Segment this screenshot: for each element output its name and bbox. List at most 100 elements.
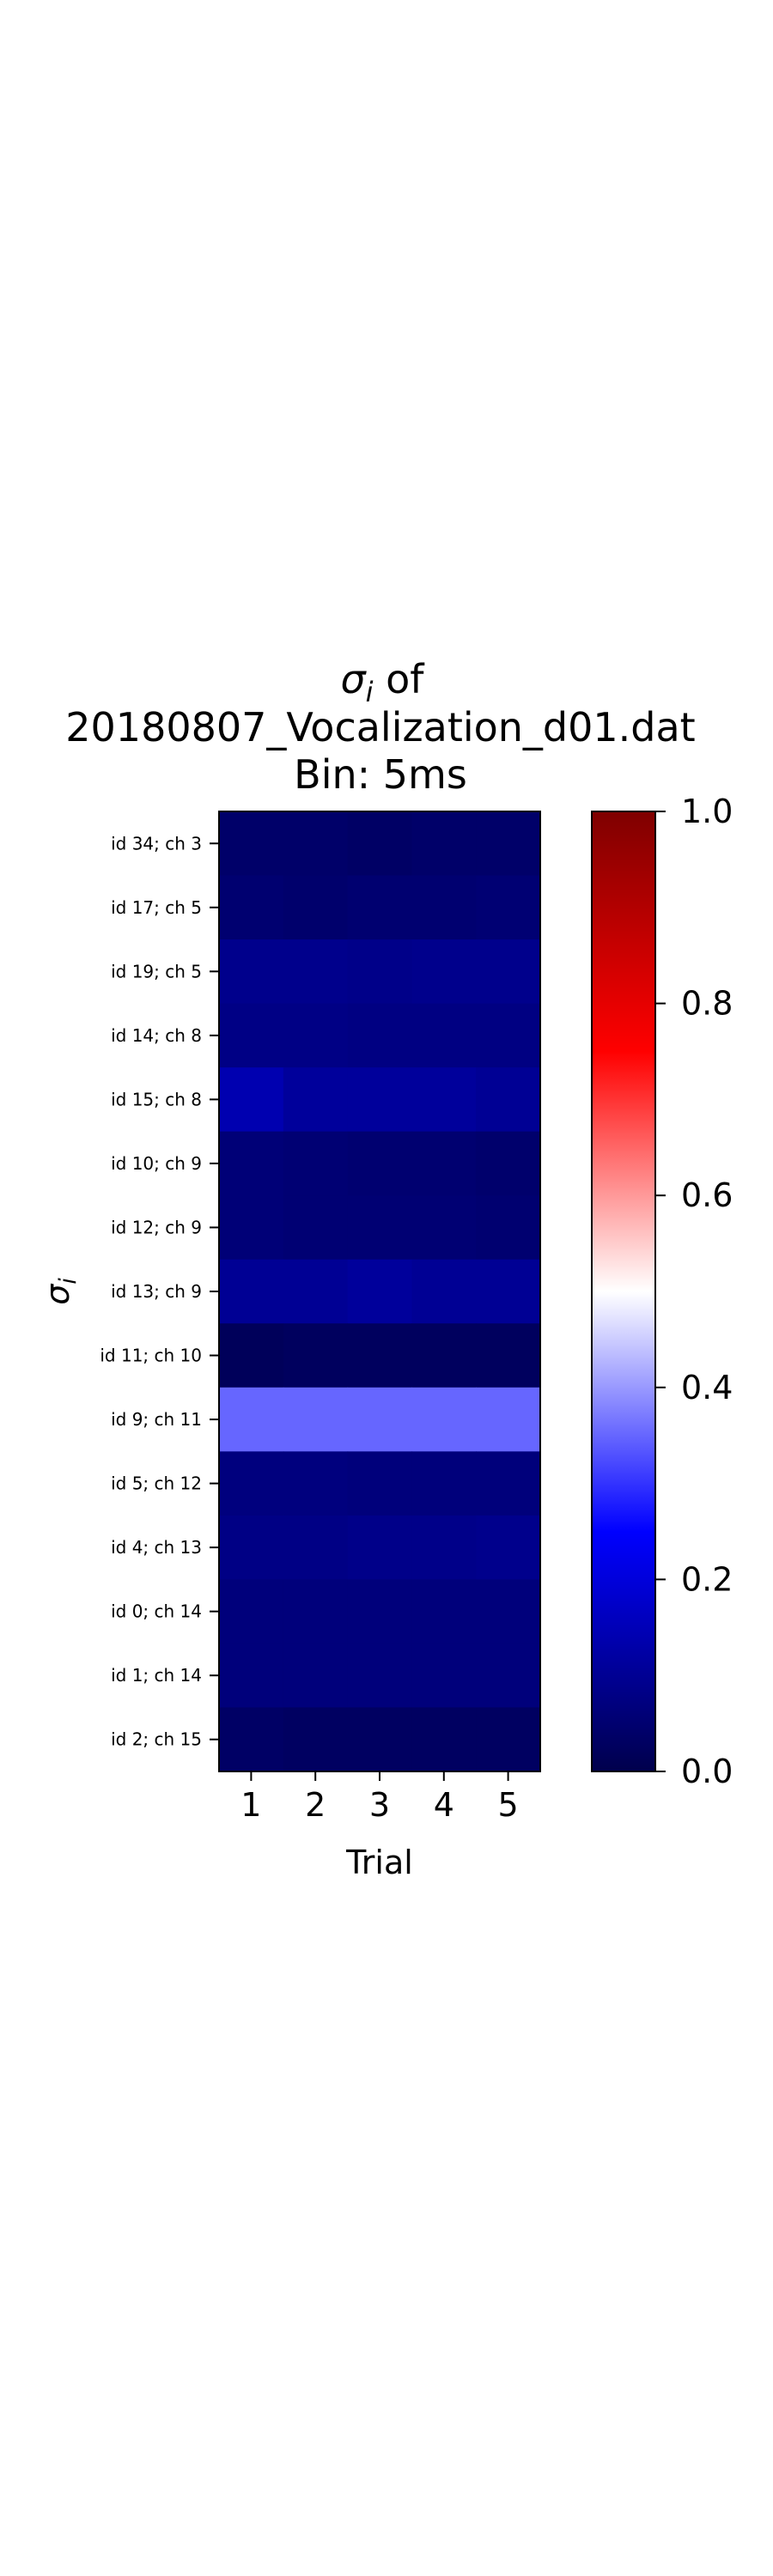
heatmap-cell bbox=[411, 1131, 477, 1196]
y-tick-label: id 15; ch 8 bbox=[111, 1089, 202, 1109]
y-tick-label: id 2; ch 15 bbox=[111, 1729, 202, 1750]
heatmap-cell bbox=[219, 1643, 284, 1709]
x-tick-label: 1 bbox=[240, 1786, 261, 1824]
y-tick-label: id 11; ch 10 bbox=[100, 1346, 202, 1366]
heatmap-cell bbox=[476, 1067, 541, 1133]
x-tick-label: 2 bbox=[305, 1786, 326, 1824]
colorbar bbox=[591, 811, 656, 1772]
x-tick-labels: 1 2 3 4 5 bbox=[240, 1786, 518, 1824]
heatmap-cell bbox=[476, 1707, 541, 1772]
heatmap-cell bbox=[411, 1323, 477, 1388]
heatmap-cell bbox=[411, 1259, 477, 1324]
heatmap-cell bbox=[411, 1195, 477, 1261]
heatmap-cell bbox=[476, 1643, 541, 1709]
heatmap-cell bbox=[219, 1387, 284, 1452]
heatmap-cell bbox=[219, 1195, 284, 1261]
heatmap-cell bbox=[283, 1195, 349, 1261]
heatmap-cell bbox=[219, 811, 284, 877]
chart-title-line3: Bin: 5ms bbox=[294, 751, 467, 798]
heatmap-cell bbox=[347, 1259, 412, 1324]
heatmap-cell bbox=[411, 1067, 477, 1133]
heatmap-cell bbox=[219, 1003, 284, 1068]
heatmap-cell bbox=[411, 1451, 477, 1516]
heatmap-cell bbox=[283, 1067, 349, 1133]
heatmap-cell bbox=[476, 875, 541, 940]
heatmap-cell bbox=[219, 1259, 284, 1324]
ylabel-sub: i bbox=[55, 1278, 82, 1285]
heatmap-cell bbox=[219, 1451, 284, 1516]
colorbar-tick-label: 0.0 bbox=[681, 1753, 733, 1790]
heatmap-cell bbox=[476, 1003, 541, 1068]
heatmap-cell bbox=[476, 1259, 541, 1324]
x-tick-label: 3 bbox=[369, 1786, 390, 1824]
heatmap-cell bbox=[411, 1707, 477, 1772]
heatmap-cell bbox=[219, 1323, 284, 1388]
heatmap-cell bbox=[347, 1003, 412, 1068]
heatmap-cell bbox=[476, 1515, 541, 1580]
ylabel-sigma: σ bbox=[39, 1283, 76, 1305]
heatmap-cell bbox=[347, 1579, 412, 1644]
heatmap-cell bbox=[476, 811, 541, 877]
heatmap-cell bbox=[347, 875, 412, 940]
colorbar-tick-labels: 0.0 0.2 0.4 0.6 0.8 1.0 bbox=[681, 793, 733, 1790]
heatmap-cell bbox=[283, 939, 349, 1005]
y-tick-label: id 0; ch 14 bbox=[111, 1601, 202, 1622]
heatmap-cell bbox=[411, 1643, 477, 1709]
heatmap-cell bbox=[347, 1067, 412, 1133]
heatmap-cell bbox=[219, 1067, 284, 1133]
heatmap-cell bbox=[219, 939, 284, 1005]
heatmap-cells bbox=[219, 811, 541, 1772]
heatmap-cell bbox=[283, 1643, 349, 1709]
heatmap-cell bbox=[347, 1195, 412, 1261]
heatmap-cell bbox=[411, 939, 477, 1005]
y-tick-label: id 13; ch 9 bbox=[111, 1281, 202, 1302]
heatmap-cell bbox=[476, 1323, 541, 1388]
colorbar-tick-label: 0.6 bbox=[681, 1176, 733, 1214]
heatmap-cell bbox=[219, 1579, 284, 1644]
colorbar-tick-marks bbox=[655, 811, 666, 1772]
title-of: of bbox=[374, 656, 426, 702]
heatmap-cell bbox=[283, 1003, 349, 1068]
heatmap-cell bbox=[347, 1131, 412, 1196]
y-tick-label: id 9; ch 11 bbox=[111, 1409, 202, 1430]
y-tick-label: id 10; ch 9 bbox=[111, 1153, 202, 1174]
y-tick-marks bbox=[210, 842, 219, 1741]
y-tick-label: id 14; ch 8 bbox=[111, 1025, 202, 1046]
heatmap-cell bbox=[476, 939, 541, 1005]
colorbar-tick-label: 0.8 bbox=[681, 985, 733, 1023]
heatmap-cell bbox=[347, 1643, 412, 1709]
heatmap-cell bbox=[476, 1451, 541, 1516]
heatmap-cell bbox=[347, 1387, 412, 1452]
heatmap-cell bbox=[411, 811, 477, 877]
title-sigma-sub: i bbox=[366, 676, 374, 708]
chart-title-line1: σi of bbox=[340, 656, 425, 708]
heatmap-cell bbox=[476, 1387, 541, 1452]
heatmap-cell bbox=[283, 811, 349, 877]
heatmap-cell bbox=[219, 875, 284, 940]
heatmap-cell bbox=[476, 1195, 541, 1261]
x-axis-label: Trial bbox=[345, 1844, 413, 1881]
y-tick-label: id 4; ch 13 bbox=[111, 1537, 202, 1558]
heatmap-cell bbox=[283, 875, 349, 940]
y-tick-labels: id 34; ch 3 id 17; ch 5 id 19; ch 5 id 14; … bbox=[100, 833, 202, 1749]
heatmap-cell bbox=[283, 1451, 349, 1516]
heatmap-cell bbox=[219, 1707, 284, 1772]
heatmap-cell bbox=[219, 1515, 284, 1580]
heatmap-cell bbox=[347, 1515, 412, 1580]
heatmap-cell bbox=[411, 1003, 477, 1068]
heatmap-cell bbox=[476, 1131, 541, 1196]
heatmap-cell bbox=[347, 939, 412, 1005]
heatmap-cell bbox=[347, 1707, 412, 1772]
y-tick-label: id 17; ch 5 bbox=[111, 897, 202, 918]
colorbar-tick-label: 0.4 bbox=[681, 1369, 733, 1406]
heatmap-cell bbox=[283, 1259, 349, 1324]
y-tick-label: id 19; ch 5 bbox=[111, 961, 202, 981]
y-axis-label: σi bbox=[39, 1278, 82, 1305]
heatmap-cell bbox=[347, 1451, 412, 1516]
heatmap-cell bbox=[283, 1707, 349, 1772]
heatmap-cell bbox=[411, 875, 477, 940]
x-tick-marks bbox=[250, 1771, 509, 1781]
heatmap-cell bbox=[347, 811, 412, 877]
chart-title-line2: 20180807_Vocalization_d01.dat bbox=[65, 704, 695, 750]
